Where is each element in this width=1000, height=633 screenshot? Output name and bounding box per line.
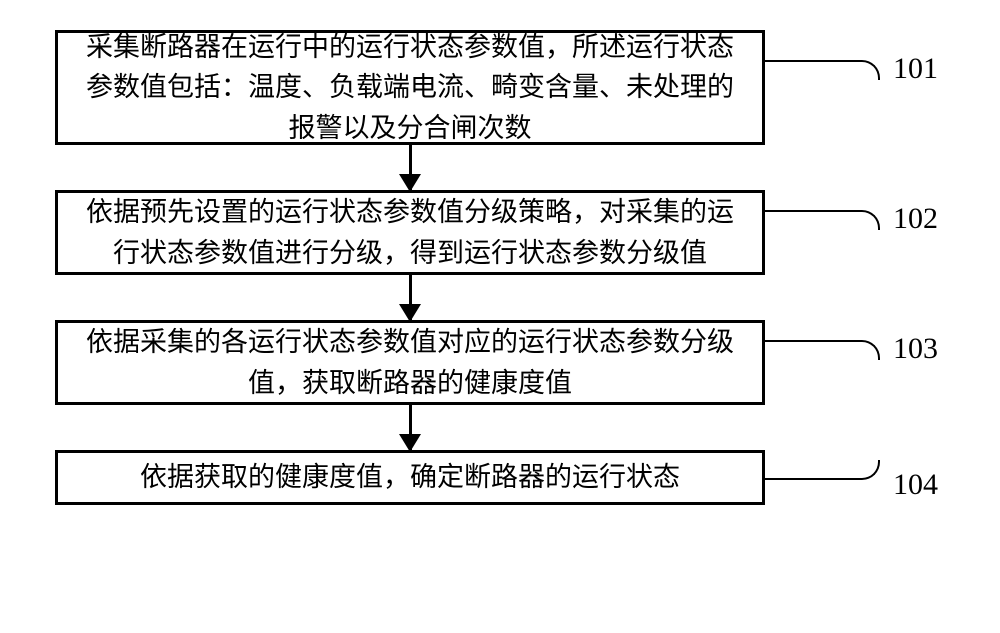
step-text-101: 采集断路器在运行中的运行状态参数值，所述运行状态参数值包括：温度、负载端电流、畸… <box>78 27 742 149</box>
step-box-103: 依据采集的各运行状态参数值对应的运行状态参数分级值，获取断路器的健康度值 <box>55 320 765 405</box>
connector-104 <box>765 460 880 480</box>
step-wrapper-4: 依据获取的健康度值，确定断路器的运行状态 104 <box>55 450 945 505</box>
step-wrapper-1: 采集断路器在运行中的运行状态参数值，所述运行状态参数值包括：温度、负载端电流、畸… <box>55 30 945 145</box>
flowchart-container: 采集断路器在运行中的运行状态参数值，所述运行状态参数值包括：温度、负载端电流、畸… <box>55 30 945 505</box>
connector-103 <box>765 340 880 360</box>
connector-102 <box>765 210 880 230</box>
step-box-102: 依据预先设置的运行状态参数值分级策略，对采集的运行状态参数值进行分级，得到运行状… <box>55 190 765 275</box>
arrow-3 <box>55 405 765 450</box>
step-box-104: 依据获取的健康度值，确定断路器的运行状态 <box>55 450 765 505</box>
label-102: 102 <box>893 202 938 236</box>
arrow-2 <box>55 275 765 320</box>
label-104: 104 <box>893 468 938 502</box>
step-wrapper-3: 依据采集的各运行状态参数值对应的运行状态参数分级值，获取断路器的健康度值 103 <box>55 320 945 405</box>
step-wrapper-2: 依据预先设置的运行状态参数值分级策略，对采集的运行状态参数值进行分级，得到运行状… <box>55 190 945 275</box>
label-103: 103 <box>893 332 938 366</box>
step-text-104: 依据获取的健康度值，确定断路器的运行状态 <box>140 457 680 498</box>
step-box-101: 采集断路器在运行中的运行状态参数值，所述运行状态参数值包括：温度、负载端电流、畸… <box>55 30 765 145</box>
step-text-102: 依据预先设置的运行状态参数值分级策略，对采集的运行状态参数值进行分级，得到运行状… <box>78 192 742 273</box>
label-101: 101 <box>893 52 938 86</box>
arrow-1 <box>55 145 765 190</box>
connector-101 <box>765 60 880 80</box>
step-text-103: 依据采集的各运行状态参数值对应的运行状态参数分级值，获取断路器的健康度值 <box>78 322 742 403</box>
